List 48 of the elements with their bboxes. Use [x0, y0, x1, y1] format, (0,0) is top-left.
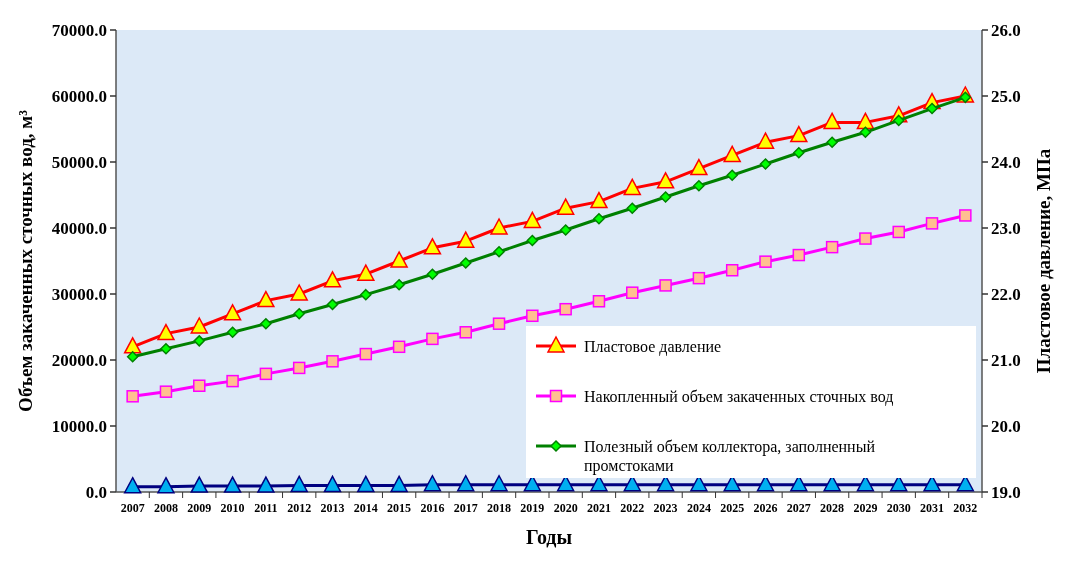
y2-tick-label: 24.0: [991, 152, 1021, 172]
x-tick-label: 2029: [853, 501, 878, 515]
y2-axis-title: Пластовое давление, МПа: [1033, 148, 1054, 374]
y-tick-label: 30000.0: [51, 284, 107, 304]
x-tick-label: 2015: [387, 501, 412, 515]
y-tick-label: 70000.0: [51, 20, 107, 40]
x-tick-label: 2021: [586, 501, 611, 515]
x-tick-label: 2010: [220, 501, 245, 515]
x-tick-label: 2031: [920, 501, 945, 515]
y-tick-label: 50000.0: [51, 152, 107, 172]
x-tick-label: 2019: [520, 501, 545, 515]
y2-tick-label: 21.0: [991, 350, 1021, 370]
x-tick-label: 2018: [487, 501, 512, 515]
x-axis-title: Годы: [525, 526, 573, 548]
x-tick-label: 2030: [886, 501, 911, 515]
x-tick-label: 2017: [453, 501, 478, 515]
x-tick-label: 2028: [820, 501, 845, 515]
y-tick-label: 0.0: [85, 482, 107, 502]
y2-tick-label: 19.0: [991, 482, 1021, 502]
legend-label: Полезный объем коллектора, заполненный промстоками: [584, 437, 876, 475]
x-tick-label: 2020: [553, 501, 578, 515]
x-tick-label: 2024: [686, 501, 711, 515]
x-tick-label: 2009: [187, 501, 212, 515]
x-tick-label: 2023: [653, 501, 678, 515]
y-tick-label: 20000.0: [51, 350, 107, 370]
y2-tick-label: 25.0: [991, 86, 1021, 106]
legend-label: Пластовое давление: [584, 337, 722, 356]
y-tick-label: 40000.0: [51, 218, 107, 238]
x-tick-label: 2013: [320, 501, 345, 515]
y-axis-title: Объем закаченных сточных вод, м³: [15, 109, 36, 412]
y-tick-label: 60000.0: [51, 86, 107, 106]
y2-tick-label: 20.0: [991, 416, 1021, 436]
x-tick-label: 2032: [953, 501, 978, 515]
x-tick-label: 2027: [786, 501, 811, 515]
x-tick-label: 2007: [120, 501, 145, 515]
x-tick-label: 2011: [254, 501, 278, 515]
x-tick-label: 2012: [287, 501, 312, 515]
x-tick-label: 2008: [153, 501, 178, 515]
x-tick-label: 2016: [420, 501, 445, 515]
x-tick-label: 2022: [620, 501, 645, 515]
y2-tick-label: 23.0: [991, 218, 1021, 238]
x-tick-label: 2025: [720, 501, 745, 515]
x-tick-label: 2026: [753, 501, 778, 515]
y-tick-label: 10000.0: [51, 416, 107, 436]
y2-tick-label: 26.0: [991, 20, 1021, 40]
x-tick-label: 2014: [353, 501, 378, 515]
legend-label: Накопленный объем закаченных сточных вод: [584, 387, 894, 406]
y2-tick-label: 22.0: [991, 284, 1021, 304]
